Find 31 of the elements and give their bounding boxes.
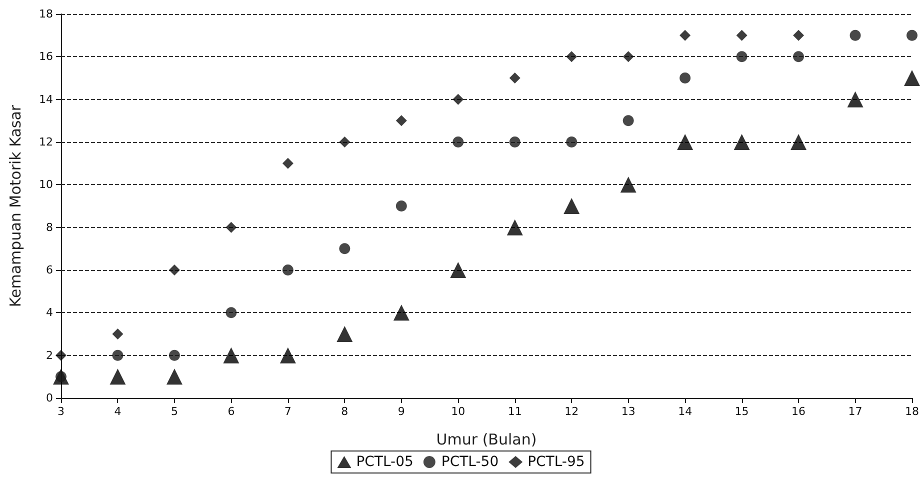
y-tick-label: 10 xyxy=(39,178,53,192)
x-tick-label: 8 xyxy=(341,405,348,418)
x-tick-label: 3 xyxy=(58,405,64,418)
x-tick-label: 5 xyxy=(170,405,178,418)
legend-label: PCTL-50 xyxy=(441,454,499,470)
x-tick-label: 11 xyxy=(508,405,522,418)
y-tick-label: 12 xyxy=(39,136,53,148)
y-tick-label: 8 xyxy=(46,220,53,234)
x-tick-label: 7 xyxy=(284,405,292,418)
x-tick-label: 12 xyxy=(564,405,579,418)
x-tick-label: 16 xyxy=(792,405,806,418)
x-tick-label: 10 xyxy=(451,405,466,418)
y-tick-label: 14 xyxy=(39,92,53,106)
x-tick-label: 18 xyxy=(905,405,919,418)
legend-label: PCTL-05 xyxy=(356,454,414,470)
x-tick-label: 15 xyxy=(734,405,749,418)
y-tick-label: 16 xyxy=(39,50,53,64)
x-tick-label: 4 xyxy=(114,405,122,418)
y-tick-label: 0 xyxy=(46,392,53,404)
x-axis-title: Umur (Bulan) xyxy=(436,430,537,448)
x-tick-label: 17 xyxy=(848,405,862,418)
x-tick-label: 6 xyxy=(228,405,235,418)
y-tick-label: 2 xyxy=(46,348,53,362)
y-tick-label: 18 xyxy=(39,8,53,20)
x-tick-label: 14 xyxy=(678,405,692,418)
y-axis-title: Kemampuan Motorik Kasar xyxy=(6,104,24,308)
x-tick-label: 9 xyxy=(398,405,405,418)
y-tick-label: 4 xyxy=(46,306,53,320)
x-tick-label: 13 xyxy=(621,405,636,418)
legend-label: PCTL-95 xyxy=(528,454,585,470)
y-tick-label: 6 xyxy=(46,264,53,276)
